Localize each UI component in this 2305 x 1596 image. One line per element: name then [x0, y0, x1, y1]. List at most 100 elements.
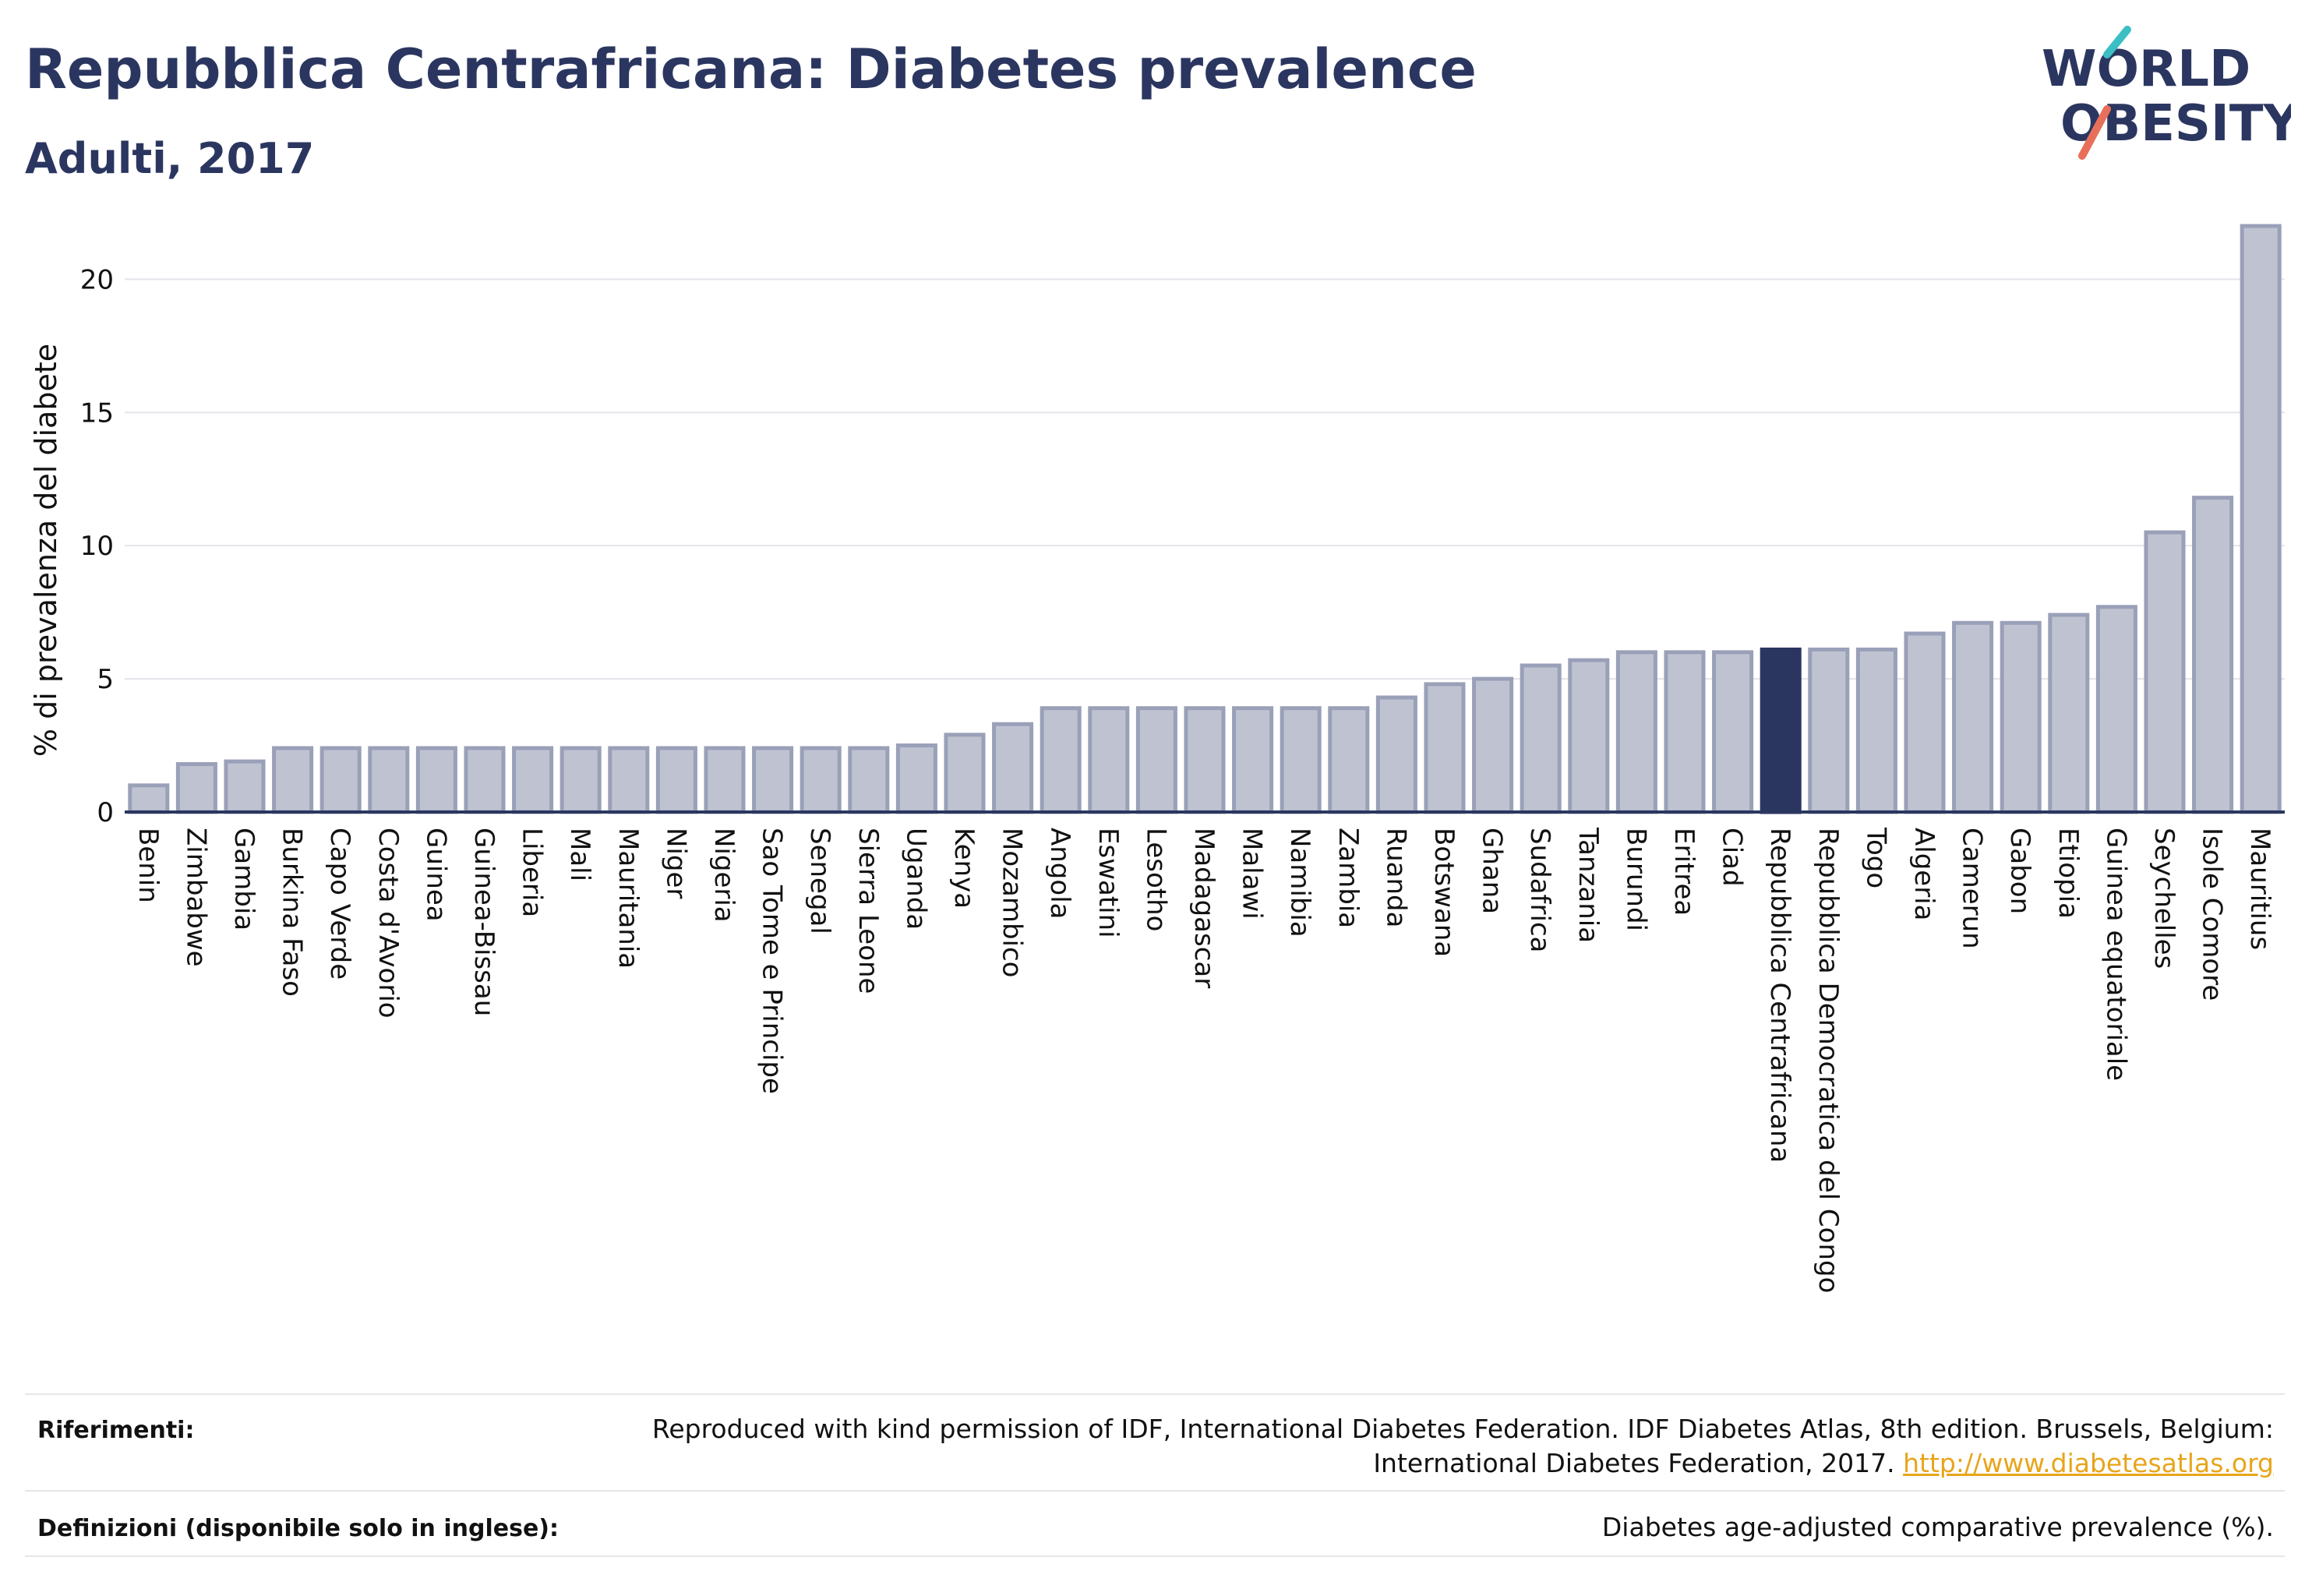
bar — [272, 746, 314, 814]
x-tick-label: Ciad — [1717, 828, 1748, 887]
bar — [1280, 706, 1322, 814]
x-tick-label: Togo — [1860, 827, 1891, 888]
x-tick-label: Benin — [132, 828, 164, 903]
bar — [2192, 496, 2234, 814]
x-tick-label: Sudafrica — [1524, 828, 1555, 952]
logo-slash-teal — [2103, 26, 2131, 58]
x-tick-label: Zimbabwe — [180, 828, 211, 967]
x-tick-label: Seychelles — [2148, 828, 2180, 969]
bar — [848, 746, 890, 814]
bar — [1855, 647, 1897, 814]
bar — [2000, 620, 2042, 814]
x-tick-label: Liberia — [517, 828, 548, 917]
bar-chart: 0 5 10 15 20 % di prevalenza del diabete Benin… — [29, 224, 2285, 1293]
x-tick-label: Burkina Faso — [277, 828, 308, 997]
references-text: Reproduced with kind permission of IDF, … — [482, 1412, 2274, 1481]
bar — [1472, 676, 1514, 814]
bar — [1184, 706, 1226, 814]
bar — [800, 746, 842, 814]
logo-line1: WORLD — [2042, 41, 2250, 98]
bar — [704, 746, 746, 814]
x-tick-label: Camerun — [1957, 828, 1988, 949]
bar — [1712, 650, 1754, 814]
x-tick-label: Zambia — [1333, 828, 1364, 928]
x-tick-label: Isole Comore — [2197, 828, 2228, 1001]
references-label: Riferimenti: — [37, 1417, 195, 1444]
bar — [1952, 620, 1994, 814]
bar — [1040, 706, 1082, 814]
bar — [1424, 682, 1466, 814]
bar — [559, 746, 602, 814]
bar — [175, 761, 217, 814]
bar — [944, 733, 986, 814]
bar — [1904, 631, 1946, 814]
world-obesity-logo: WORLD OBESITY — [2042, 26, 2291, 160]
bar — [1375, 695, 1417, 814]
y-tick-label: 0 — [97, 797, 114, 828]
x-tick-label: Costa d'Avorio — [372, 828, 404, 1019]
x-tick-label: Eritrea — [1668, 828, 1700, 916]
bar — [1664, 650, 1706, 814]
x-tick-label: Algeria — [1908, 828, 1940, 920]
x-tick-label: Angola — [1044, 828, 1075, 919]
x-tick-label: Mauritius — [2244, 828, 2275, 950]
bar — [752, 746, 794, 814]
x-tick-label: Botswana — [1428, 828, 1460, 957]
bar — [415, 746, 457, 814]
y-tick-label: 10 — [80, 531, 114, 562]
y-axis-label: % di prevalenza del diabete — [29, 344, 63, 757]
x-tick-label: Senegal — [804, 828, 835, 934]
y-tick-label: 5 — [97, 664, 114, 695]
bar — [895, 743, 937, 814]
bar — [1615, 650, 1657, 814]
references-body: Reproduced with kind permission of IDF, … — [651, 1414, 2274, 1478]
bar — [2048, 613, 2090, 814]
bar — [128, 783, 170, 814]
bar — [1135, 706, 1177, 814]
x-tick-label: Niger — [660, 828, 691, 899]
page-subtitle: Adulti, 2017 — [25, 134, 315, 183]
bar — [608, 746, 650, 814]
x-tick-label: Gambia — [228, 828, 259, 930]
bar — [1520, 663, 1562, 814]
x-tick-label: Malawi — [1237, 828, 1268, 920]
x-tick-label: Mali — [564, 828, 595, 881]
bar — [319, 746, 362, 814]
bar — [1328, 706, 1370, 814]
bar — [655, 746, 697, 814]
x-tick-label: Lesotho — [1140, 828, 1171, 931]
references-link[interactable]: http://www.diabetesatlas.org — [1903, 1448, 2274, 1478]
x-tick-label: Ghana — [1477, 828, 1508, 914]
footer-divider-mid — [25, 1490, 2285, 1492]
bar — [224, 759, 266, 814]
x-tick-label: Repubblica Democratica del Congo — [1813, 828, 1844, 1293]
x-tick-label: Repubblica Centrafricana — [1764, 828, 1795, 1163]
y-tick-label: 20 — [80, 264, 114, 295]
bar — [1232, 706, 1274, 814]
bar — [2240, 224, 2282, 814]
x-tick-label: Namibia — [1284, 828, 1315, 937]
bar-highlight — [1760, 647, 1802, 814]
x-tick-label: Ruanda — [1380, 828, 1411, 927]
x-tick-label: Mozambico — [997, 828, 1028, 977]
x-tick-label: Madagascar — [1188, 828, 1220, 988]
x-tick-label: Capo Verde — [324, 828, 355, 980]
x-tick-label: Guinea-Bissau — [468, 828, 499, 1016]
x-tick-label: Sierra Leone — [852, 828, 884, 994]
bar — [1808, 647, 1850, 814]
definitions-text: Diabetes age-adjusted comparative preval… — [1601, 1512, 2274, 1542]
bar — [992, 722, 1034, 814]
bar — [1088, 706, 1130, 814]
footer-divider-top — [25, 1393, 2285, 1395]
x-tick-label: Tanzania — [1573, 827, 1604, 943]
bar — [2095, 605, 2137, 814]
x-tick-label: Etiopia — [2053, 828, 2084, 919]
bar — [2144, 530, 2186, 814]
y-tick-label: 15 — [80, 397, 114, 429]
x-tick-label: Uganda — [900, 828, 931, 930]
x-tick-label: Mauritania — [612, 828, 644, 969]
x-tick-label: Guinea equatoriale — [2100, 828, 2131, 1081]
bar — [464, 746, 506, 814]
footer-divider-bottom — [25, 1555, 2285, 1557]
bar — [512, 746, 554, 814]
